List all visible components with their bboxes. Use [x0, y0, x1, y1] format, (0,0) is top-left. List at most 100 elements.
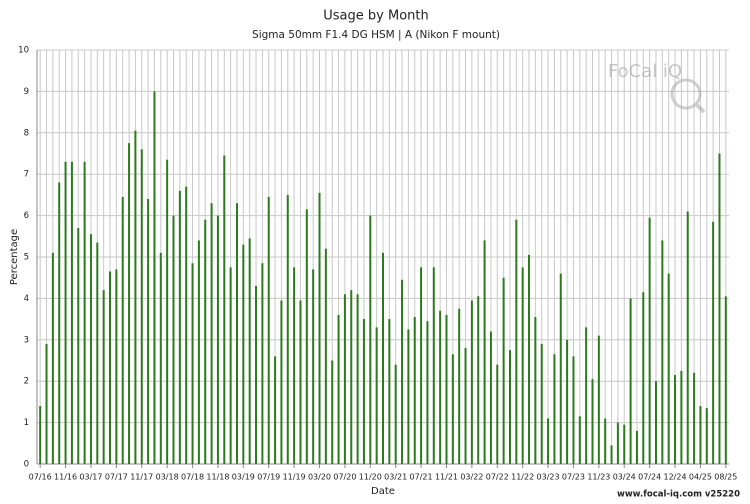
bar	[216, 215, 219, 464]
bar	[483, 240, 486, 464]
bar	[635, 430, 638, 464]
bar	[515, 219, 518, 464]
bar	[401, 279, 404, 464]
bar	[420, 267, 423, 464]
bar	[667, 273, 670, 464]
bar	[166, 159, 169, 464]
bar	[147, 199, 150, 465]
x-tick-label: 04/25	[689, 473, 712, 482]
x-tick-label: 11/22	[511, 473, 534, 482]
bar	[382, 252, 384, 464]
bar	[299, 300, 302, 464]
x-tick-label: 03/18	[156, 473, 179, 482]
bar	[109, 271, 112, 464]
bar	[578, 416, 581, 464]
bar	[445, 314, 448, 464]
bar	[534, 317, 537, 464]
bar	[413, 317, 416, 464]
bar	[477, 296, 480, 464]
bar	[242, 244, 245, 464]
bar	[121, 196, 124, 464]
bar	[616, 422, 619, 464]
bar	[343, 294, 346, 464]
y-tick-label: 9	[24, 87, 29, 97]
bar	[591, 379, 594, 464]
bar	[39, 406, 42, 464]
bar	[185, 186, 188, 464]
bar	[521, 267, 524, 464]
y-tick-label: 10	[18, 46, 29, 56]
bar	[267, 196, 270, 464]
x-tick-label: 12/24	[664, 473, 687, 482]
bar	[718, 153, 721, 464]
bar	[705, 408, 708, 464]
x-tick-label: 07/22	[486, 473, 509, 482]
bar	[356, 294, 359, 464]
y-tick-label: 4	[24, 294, 29, 304]
x-tick-label: 11/17	[130, 473, 153, 482]
bar	[64, 161, 67, 464]
bar	[699, 406, 702, 464]
y-tick-label: 0	[24, 460, 29, 470]
bar	[629, 298, 632, 464]
bar	[96, 242, 99, 464]
y-tick-label: 1	[24, 418, 29, 428]
y-axis-label: Percentage	[9, 229, 20, 285]
bar	[159, 252, 162, 464]
x-tick-label: 03/20	[308, 473, 331, 482]
bar	[58, 182, 61, 465]
bar	[83, 161, 86, 464]
x-tick-label: 11/21	[435, 473, 458, 482]
bar	[464, 348, 467, 464]
bar	[597, 335, 600, 464]
watermark-lens	[670, 78, 702, 110]
bar	[661, 240, 664, 464]
bar	[648, 217, 651, 464]
y-tick-label: 8	[24, 128, 29, 138]
watermark-logo: FoCal iQ	[608, 61, 706, 114]
bar	[89, 234, 92, 464]
x-tick-label: 08/25	[714, 473, 737, 482]
bar	[191, 263, 194, 464]
watermark: FoCal iQ	[608, 61, 682, 82]
bar	[439, 310, 442, 464]
bar	[388, 319, 391, 464]
bar	[261, 263, 264, 464]
x-tick-label: 11/19	[283, 473, 306, 482]
bar	[489, 331, 492, 464]
x-tick-label: 07/17	[105, 473, 128, 482]
x-tick-label: 03/24	[613, 473, 636, 482]
bar	[426, 321, 429, 464]
bar	[496, 364, 499, 464]
bar	[204, 219, 207, 464]
bar	[432, 267, 435, 464]
x-tick-label: 07/19	[257, 473, 280, 482]
bar	[350, 290, 353, 464]
bar	[255, 285, 258, 464]
bar	[102, 290, 105, 464]
bar	[451, 354, 454, 464]
x-tick-label: 07/24	[638, 473, 661, 482]
x-tick-label: 07/20	[333, 473, 356, 482]
x-tick-label: 11/18	[206, 473, 229, 482]
bar	[547, 418, 550, 464]
bar	[210, 203, 213, 464]
x-tick-label: 07/23	[562, 473, 585, 482]
bar	[274, 356, 277, 464]
x-tick-label: 03/19	[232, 473, 255, 482]
chart-title: Usage by Month	[323, 9, 428, 24]
bars	[39, 91, 727, 465]
x-tick-label: 07/16	[29, 473, 52, 482]
bar	[553, 354, 556, 464]
bar	[128, 143, 131, 464]
y-tick-label: 6	[24, 211, 29, 221]
bar	[362, 319, 365, 464]
bar	[470, 300, 473, 464]
bar	[407, 329, 410, 464]
bar	[375, 327, 378, 464]
bar	[604, 418, 607, 464]
bar	[51, 252, 54, 464]
y-tick-label: 5	[24, 253, 29, 263]
bar	[674, 374, 677, 464]
